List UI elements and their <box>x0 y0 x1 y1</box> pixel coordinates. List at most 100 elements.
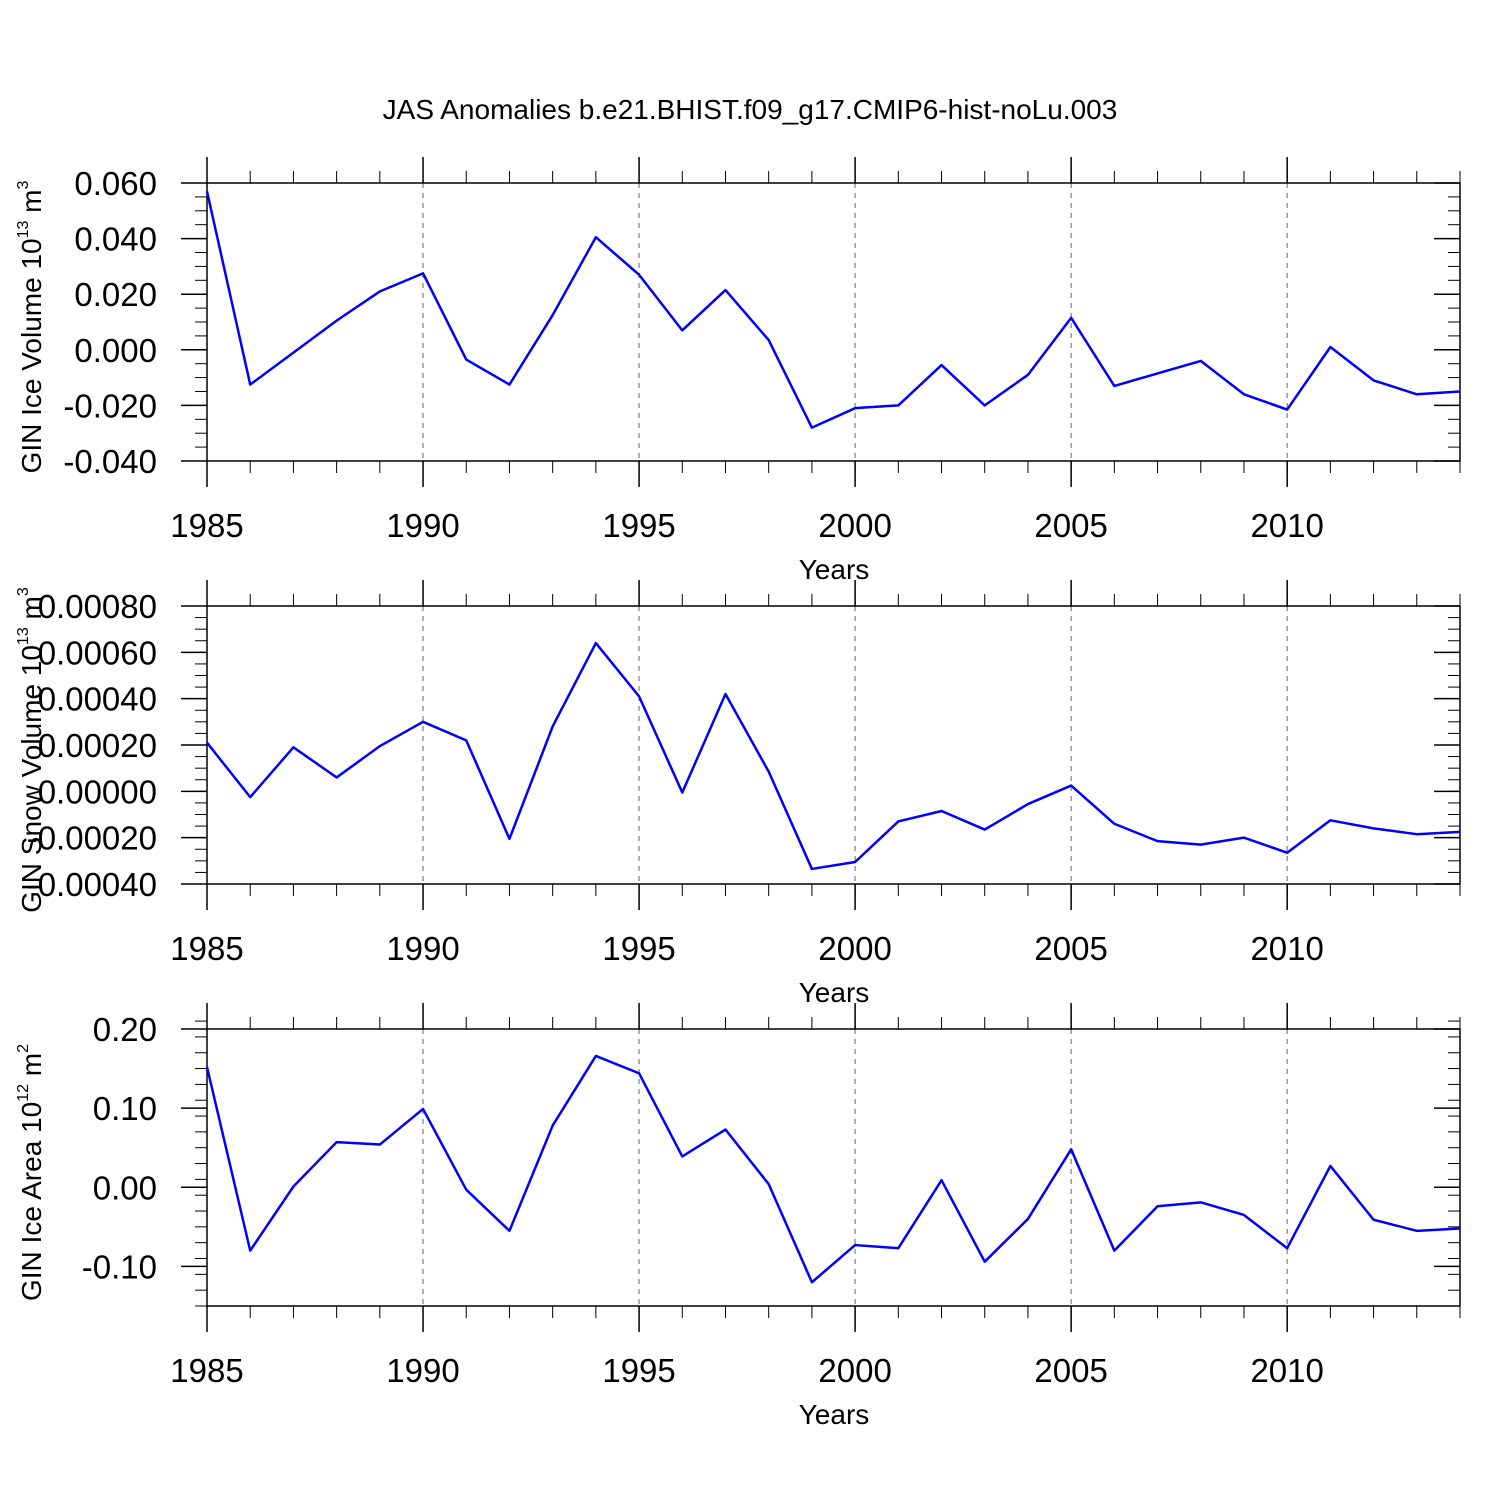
data-point <box>550 724 555 729</box>
y-tick-label: 0.20 <box>93 1011 157 1048</box>
data-point <box>853 859 858 864</box>
data-point <box>637 694 642 699</box>
data-point <box>680 328 685 333</box>
x-tick-label: 2005 <box>1034 507 1107 544</box>
data-point <box>464 1187 469 1192</box>
plot-frame <box>206 1028 1461 1307</box>
data-point <box>334 775 339 780</box>
data-point <box>1069 315 1074 320</box>
data-point <box>1328 818 1333 823</box>
y-title-main: GIN Ice Volume 10 <box>16 238 47 473</box>
data-point <box>1285 407 1290 412</box>
y-tick-label: 0.10 <box>93 1090 157 1127</box>
data-point <box>1328 345 1333 350</box>
data-point <box>896 819 901 824</box>
data-point <box>637 272 642 277</box>
data-point <box>1241 1212 1246 1217</box>
data-point <box>1414 832 1419 837</box>
y-title-unit-exponent: 3 <box>15 180 32 189</box>
series-line-ice-area <box>205 1054 1461 1284</box>
x-tick-label: 1995 <box>602 930 675 967</box>
y-title-unit-exponent: 3 <box>15 587 32 596</box>
y-axis-title: GIN Ice Area 1012 m2 <box>15 1044 47 1301</box>
data-point <box>593 641 598 646</box>
data-point <box>1198 358 1203 363</box>
data-point <box>809 1280 814 1285</box>
data-point <box>723 288 728 293</box>
data-point <box>1458 829 1463 834</box>
data-point <box>637 1071 642 1076</box>
data-point <box>723 1127 728 1132</box>
y-title-unit: m <box>16 189 47 220</box>
y-title-unit: m <box>16 596 47 627</box>
y-tick-label: 0.040 <box>74 221 157 258</box>
y-tick-label: 0.020 <box>74 276 157 313</box>
x-tick-label: 1990 <box>386 507 459 544</box>
data-point <box>421 1106 426 1111</box>
y-title-main: GIN Ice Area 10 <box>16 1102 47 1301</box>
y-tick-label: 0.00 <box>93 1169 157 1206</box>
data-point <box>1069 783 1074 788</box>
data-point <box>205 740 210 745</box>
data-point <box>1241 392 1246 397</box>
panel-snow-volume: -0.00040 -0.00020 0.00000 0.00020 0.00040 0.0… <box>15 580 1463 1008</box>
data-point <box>766 1182 771 1187</box>
data-point <box>1155 839 1160 844</box>
data-point <box>896 403 901 408</box>
panel-ice-volume: -0.040 -0.020 0.000 0.020 0.040 0.060 1985 1990… <box>15 157 1461 585</box>
y-title-unit-exponent: 2 <box>15 1044 32 1053</box>
x-axis-title: Years <box>799 977 870 1008</box>
plot-frame <box>206 182 1461 462</box>
x-axis-title: Years <box>799 1399 870 1430</box>
data-point <box>377 744 382 749</box>
series-line-ice-volume <box>205 191 1461 429</box>
plot-frame <box>206 605 1461 885</box>
y-tick-label: 0.00080 <box>38 588 157 625</box>
y-tick-label: -0.040 <box>63 443 157 480</box>
x-axis-title: Years <box>799 554 870 585</box>
x-tick-label: 2010 <box>1250 1352 1323 1389</box>
data-point <box>1025 802 1030 807</box>
y-tick-label: 0.00020 <box>38 727 157 764</box>
data-point <box>593 235 598 240</box>
data-point <box>1414 1228 1419 1233</box>
data-point <box>464 738 469 743</box>
data-point <box>766 769 771 774</box>
data-point <box>1025 372 1030 377</box>
data-point <box>1371 378 1376 383</box>
data-point <box>507 1228 512 1233</box>
panel-ice-area: -0.10 0.00 0.10 0.20 1985 1990 1995 2000 2005 201… <box>15 1003 1461 1430</box>
data-point <box>766 338 771 343</box>
series-line-snow-volume <box>206 641 1461 871</box>
data-point <box>1198 842 1203 847</box>
y-tick-label: 0.00000 <box>38 773 157 810</box>
y-tick-label: 0.00040 <box>38 681 157 718</box>
data-point <box>1414 392 1419 397</box>
data-point <box>291 745 296 750</box>
data-point <box>421 719 426 724</box>
y-tick-label: -0.00040 <box>27 866 157 903</box>
data-point <box>939 363 944 368</box>
data-point <box>291 350 296 355</box>
x-tick-label: 1995 <box>602 1352 675 1389</box>
y-axis-title: GIN Snow Volume 1013 m3 <box>15 587 47 913</box>
data-point <box>1371 826 1376 831</box>
data-point <box>334 1140 339 1145</box>
data-point <box>680 1154 685 1159</box>
x-tick-label: 1985 <box>170 930 243 967</box>
data-point <box>1328 1163 1333 1168</box>
data-point <box>421 271 426 276</box>
data-point <box>809 425 814 430</box>
data-point <box>507 382 512 387</box>
x-tick-label: 2010 <box>1250 507 1323 544</box>
y-title-exponent: 12 <box>15 1084 32 1102</box>
x-tick-label: 1990 <box>386 1352 459 1389</box>
data-point <box>853 1243 858 1248</box>
y-title-exponent: 13 <box>15 221 32 239</box>
data-point <box>1025 1216 1030 1221</box>
y-tick-label: 0.00060 <box>38 634 157 671</box>
y-tick-label: 0.060 <box>74 165 157 202</box>
data-point <box>248 795 253 800</box>
